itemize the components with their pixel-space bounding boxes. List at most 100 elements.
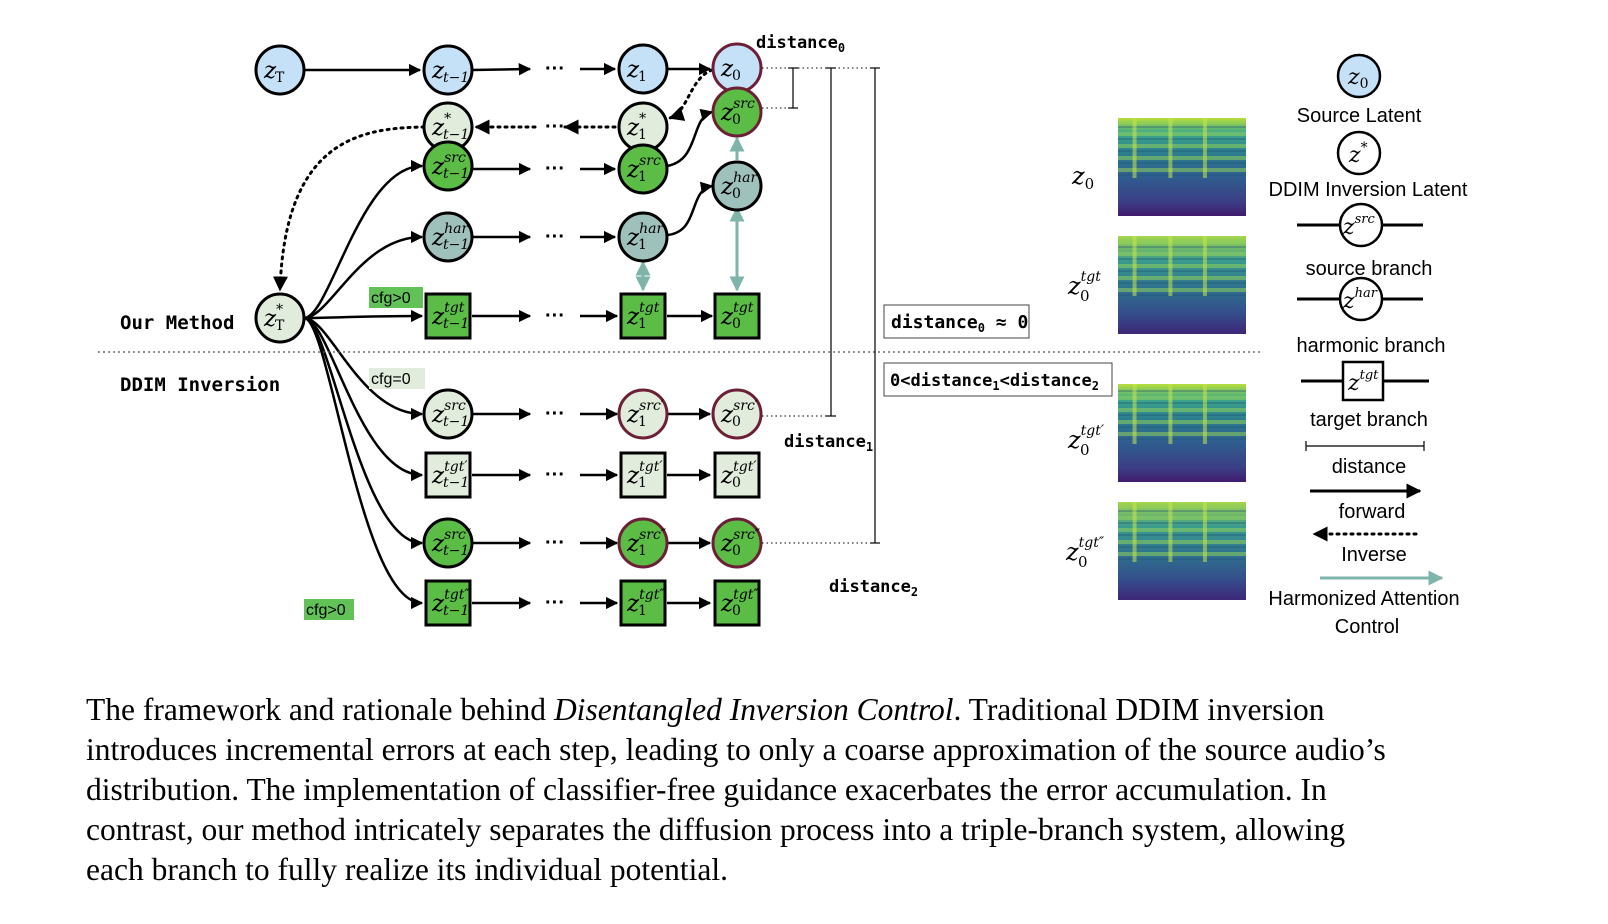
svg-text:z*t−1: z* t−1 [431, 111, 469, 143]
spectrogram-ztgt-prime [1118, 384, 1246, 482]
spec-label-z0: z0 [1071, 162, 1094, 193]
svg-text:ztgt: ztgt [1347, 368, 1379, 396]
svg-text:zsrc: zsrc [1342, 212, 1375, 240]
legend-target-branch: target branch [1310, 409, 1428, 431]
spectrogram-ztgt [1118, 236, 1246, 334]
svg-text:zsrc″t−1: zsrc″ t−1 [431, 527, 472, 559]
ellipsis: ··· [545, 116, 565, 138]
svg-text:z*: z* [1348, 140, 1368, 168]
node-ztgt-0: ztgt 0 [713, 292, 761, 340]
nodes: zT zt−1 z1 z0 z* t−1 z* 1 zsrc 0 zsrc t−1 zsrc 1 zhar 0… [254, 42, 763, 627]
ellipsis: ··· [545, 403, 565, 425]
legend-ddim-latent-icon [1336, 130, 1382, 176]
node-zt1: zt−1 [422, 44, 474, 96]
legend-inverse: Inverse [1341, 544, 1407, 566]
ddim-inversion-label: DDIM Inversion [120, 374, 280, 396]
node-zsrc-t1: zsrc t−1 [422, 140, 474, 192]
svg-text:ztgt′1: ztgt′ 1 [626, 459, 663, 491]
node-ztgtp-t1: ztgt′ t−1 [424, 451, 472, 499]
caption-line2: introduces incremental errors at each st… [86, 732, 1386, 767]
node-ztgtp-1: ztgt′ 1 [619, 451, 667, 499]
node-z1: z1 [617, 43, 669, 95]
svg-text:zsrc′t−1: zsrc′ t−1 [431, 398, 470, 430]
legend-harmonized-line1: Harmonized Attention [1268, 588, 1459, 610]
cfg-badge-bottom: cfg>0 [304, 599, 354, 620]
svg-text:0<distance1<distance2: 0<distance1<distance2 [890, 371, 1099, 393]
cfg-badge-top: cfg>0 [369, 287, 423, 308]
node-zTstar: z* T [254, 292, 306, 344]
node-ztgt-1: ztgt 1 [619, 292, 667, 340]
figure-caption: The framework and rationale behind Disen… [86, 690, 1556, 890]
svg-text:zhar: zhar [1342, 286, 1378, 314]
svg-text:zt−1: zt−1 [431, 58, 469, 86]
ellipsis: ··· [545, 158, 565, 180]
svg-text:ztgt″0: ztgt″ 0 [720, 587, 759, 619]
caption-method-name: Disentangled Inversion Control [553, 692, 954, 727]
node-zsrc-0: zsrc 0 [711, 86, 763, 138]
spec-label-ztgt: ztgt 0 [1067, 269, 1101, 305]
node-zhar-0: zhar 0 [711, 160, 763, 212]
legend-ddim-latent: DDIM Inversion Latent [1269, 179, 1468, 201]
legend-source-latent: Source Latent [1297, 105, 1422, 127]
legend-distance: distance [1332, 456, 1407, 478]
edges [272, 62, 745, 610]
svg-text:cfg>0: cfg>0 [371, 290, 411, 307]
node-zhar-1: zhar 1 [617, 211, 669, 263]
distance-brackets [762, 67, 880, 544]
svg-text:ztgt′0: ztgt′ 0 [720, 459, 757, 491]
spectrogram-labels: z0 ztgt 0 ztgt′ 0 ztgt″ 0 [1065, 162, 1105, 571]
spec-label-ztgt-dprime: ztgt″ 0 [1065, 535, 1105, 571]
node-ztgtpp-1: ztgt″ 1 [619, 579, 667, 627]
node-zsrcp-0: zsrc′ 0 [711, 388, 763, 440]
legend-harmonized-line2: Control [1335, 616, 1399, 638]
caption-line3: distribution. The implementation of clas… [86, 772, 1327, 807]
ellipsis: ··· [545, 464, 565, 486]
svg-text:ztgt′t−1: ztgt′ t−1 [431, 459, 469, 491]
caption-line5: each branch to fully realize its individ… [86, 852, 729, 887]
our-method-label: Our Method [120, 312, 234, 334]
legend-source-latent-icon [1336, 53, 1382, 99]
ellipsis: ··· [545, 226, 565, 248]
node-zT: zT [254, 44, 306, 96]
legend: z0 Source Latent z* DDIM Inversion Laten… [1268, 53, 1468, 638]
ellipsis: ··· [545, 58, 565, 80]
node-zsrcp-1: zsrc′ 1 [617, 388, 669, 440]
distance2-label: distance2 [829, 577, 918, 599]
distance-box-approx: distance0 ≈ 0 [883, 304, 1030, 339]
svg-text:z0: z0 [1347, 65, 1369, 92]
svg-text:zsrc′1: zsrc′ 1 [626, 398, 665, 430]
svg-text:zsrc″1: zsrc″ 1 [626, 527, 667, 559]
distance-box-inequality: 0<distance1<distance2 [883, 362, 1113, 397]
node-zsrcpp-0: zsrc″ 0 [711, 517, 763, 569]
legend-source-branch: source branch [1306, 258, 1433, 280]
svg-text:z0: z0 [720, 56, 741, 84]
legend-forward: forward [1339, 501, 1406, 523]
ellipsis: ··· [545, 305, 565, 327]
node-z0: z0 [711, 42, 763, 94]
node-ztgtpp-0: ztgt″ 0 [713, 579, 761, 627]
spec-label-ztgt-prime: ztgt′ 0 [1067, 423, 1105, 459]
node-ztgt-t1: ztgt t−1 [424, 292, 472, 340]
spectrogram-z0 [1118, 118, 1246, 216]
distance1-label: distance1 [784, 432, 873, 454]
node-zsrcpp-t1: zsrc″ t−1 [422, 517, 474, 569]
spectrogram-ztgt-dprime [1118, 502, 1246, 600]
svg-text:ztgt″1: ztgt″ 1 [626, 587, 665, 619]
node-zsrcpp-1: zsrc″ 1 [617, 517, 669, 569]
node-zhar-t1: zhar t−1 [422, 211, 474, 263]
ellipses: ··· ··· ··· ··· ··· ··· ··· ··· ··· [545, 58, 565, 614]
svg-text:z*1: z* 1 [626, 111, 647, 143]
spectrograms [1118, 118, 1246, 600]
node-zstar-t1: z* t−1 [422, 101, 474, 153]
ellipsis: ··· [545, 532, 565, 554]
caption-line1-b: . Traditional DDIM inversion [953, 692, 1325, 727]
svg-text:zT: zT [263, 58, 285, 86]
